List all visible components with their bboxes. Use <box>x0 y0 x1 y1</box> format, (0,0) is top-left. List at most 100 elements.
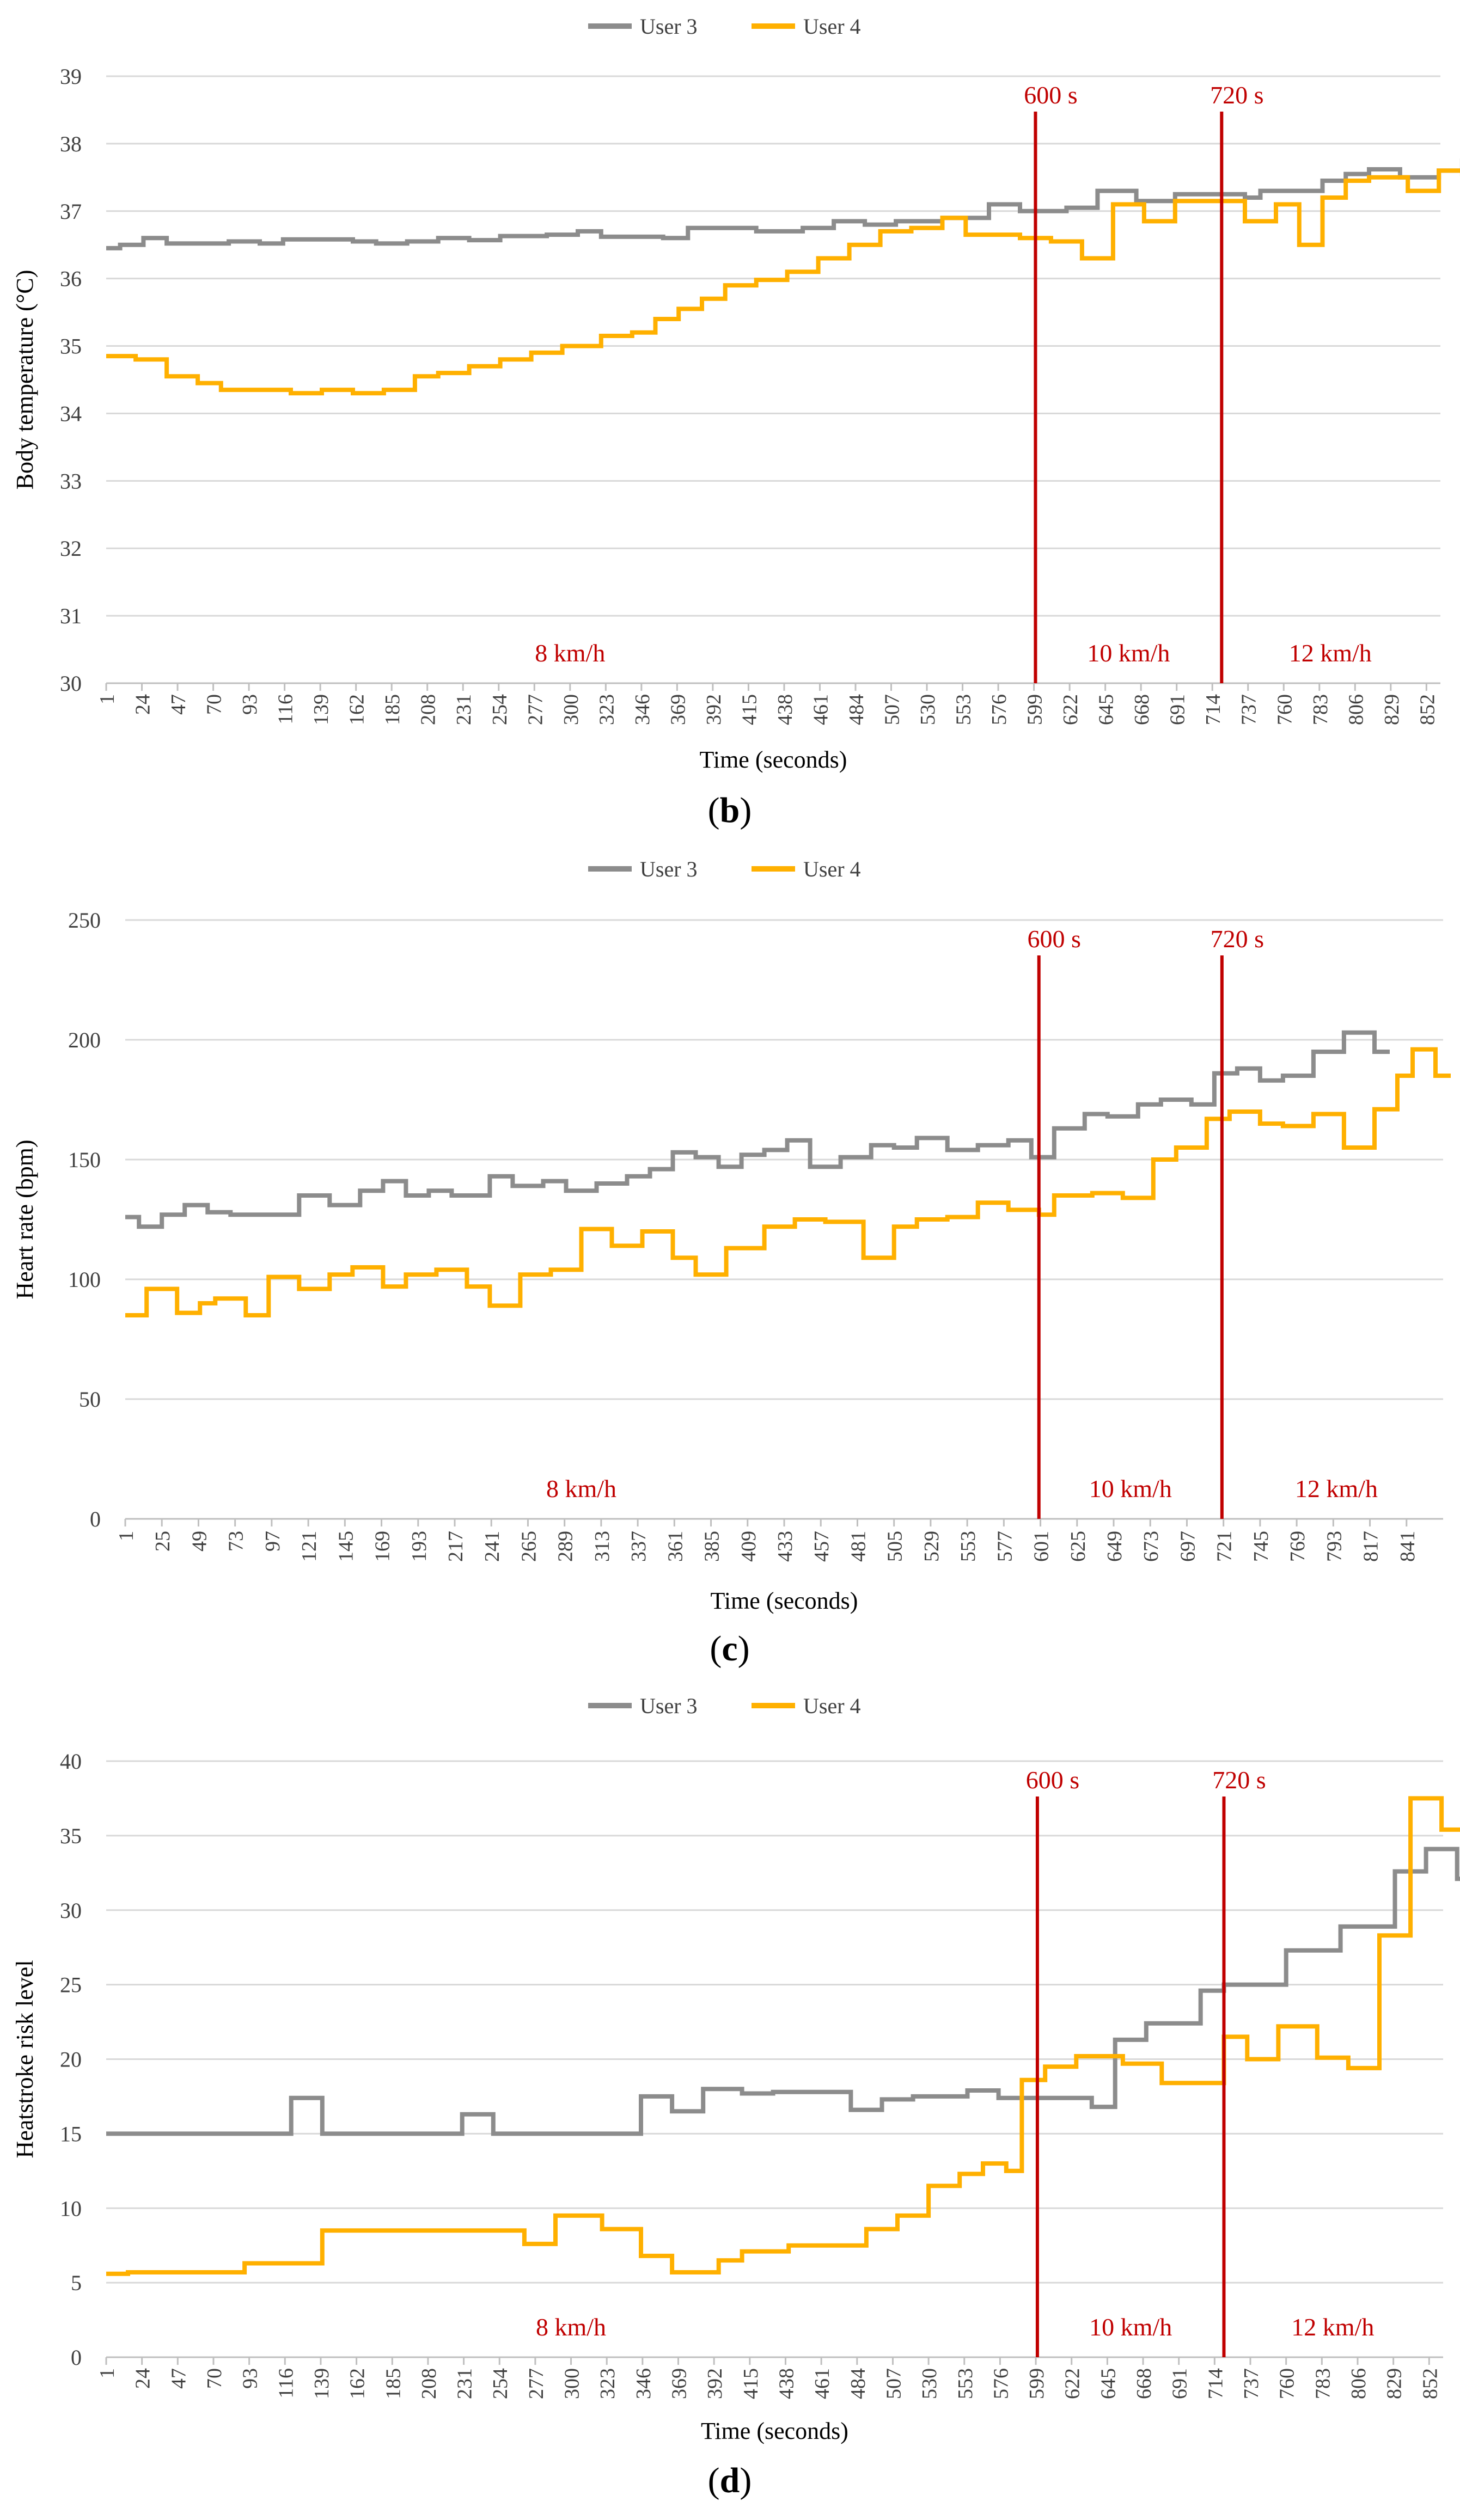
x-tick-label: 576 <box>988 694 1011 725</box>
y-tick-label: 0 <box>71 2345 82 2370</box>
x-tick-label: 721 <box>1213 1531 1236 1562</box>
x-tick-label: 697 <box>1176 1531 1199 1562</box>
y-tick-label: 250 <box>68 908 101 933</box>
phase-label: 12 km/h <box>1295 1475 1378 1503</box>
series-line-user-4 <box>106 1796 1460 2276</box>
y-tick-label: 10 <box>60 2196 82 2221</box>
y-tick-label: 37 <box>60 199 82 224</box>
x-tick-label: 49 <box>188 1531 211 1552</box>
x-tick-label: 300 <box>561 2368 584 2399</box>
y-tick-label: 30 <box>60 671 82 696</box>
x-tick-label: 599 <box>1025 2368 1048 2399</box>
x-tick-label: 265 <box>517 1531 540 1562</box>
x-tick-label: 645 <box>1097 2368 1120 2399</box>
x-tick-label: 622 <box>1059 694 1082 725</box>
x-tick-label: 70 <box>203 2368 226 2389</box>
x-tick-label: 121 <box>298 1531 321 1562</box>
x-tick-label: 323 <box>595 694 618 725</box>
x-tick-label: 484 <box>847 2368 870 2399</box>
phase-label: 12 km/h <box>1289 639 1372 667</box>
x-tick-label: 433 <box>774 1531 797 1562</box>
x-tick-label: 415 <box>738 694 761 725</box>
x-tick-label: 553 <box>954 2368 977 2399</box>
x-tick-label: 737 <box>1240 2368 1263 2399</box>
x-tick-label: 385 <box>701 1531 724 1562</box>
x-tick-label: 806 <box>1345 694 1367 725</box>
y-tick-label: 20 <box>60 2047 82 2072</box>
x-tick-label: 737 <box>1238 694 1261 725</box>
x-tick-label: 1 <box>115 1531 138 1541</box>
y-tick-label: 35 <box>60 334 82 359</box>
x-tick-label: 691 <box>1169 2368 1192 2399</box>
phase-label: 10 km/h <box>1087 639 1170 667</box>
x-tick-label: 806 <box>1347 2368 1370 2399</box>
x-tick-label: 1 <box>96 2368 119 2378</box>
y-tick-label: 32 <box>60 536 82 561</box>
x-tick-label: 116 <box>274 2368 297 2399</box>
y-tick-label: 31 <box>60 604 82 628</box>
x-tick-label: 438 <box>774 694 797 725</box>
panel-caption: (d) <box>708 2461 752 2500</box>
x-tick-label: 415 <box>740 2368 762 2399</box>
series-line-user-4 <box>106 168 1460 396</box>
x-tick-label: 346 <box>631 694 654 725</box>
caption-letter: c <box>722 1629 737 1669</box>
legend-label: User 4 <box>803 1694 861 1718</box>
x-tick-label: 783 <box>1311 2368 1334 2399</box>
caption-close: ) <box>738 1629 750 1669</box>
x-tick-label: 277 <box>524 694 547 725</box>
x-tick-label: 392 <box>704 2368 726 2399</box>
x-tick-label: 337 <box>627 1531 650 1562</box>
x-tick-label: 673 <box>1140 1531 1163 1562</box>
x-tick-label: 185 <box>382 2368 405 2399</box>
x-tick-label: 461 <box>811 2368 834 2399</box>
x-tick-label: 70 <box>203 694 226 715</box>
x-axis-title: Time (seconds) <box>711 1587 858 1614</box>
panel-caption: (b) <box>708 790 752 830</box>
x-tick-label: 829 <box>1383 2368 1406 2399</box>
y-tick-label: 40 <box>60 1749 82 1774</box>
y-tick-label: 100 <box>68 1267 101 1292</box>
x-tick-label: 116 <box>274 694 297 725</box>
x-tick-label: 162 <box>346 694 369 725</box>
phase-label: 10 km/h <box>1089 1475 1172 1503</box>
x-tick-label: 193 <box>408 1531 431 1562</box>
marker-label: 600 s <box>1028 925 1081 953</box>
x-tick-label: 1 <box>96 694 119 704</box>
x-tick-label: 254 <box>489 2368 512 2399</box>
chart-c: 0 50 100 150 200 250 1 25 49 73 97 121 145 169 193 217 2… <box>11 857 1451 1669</box>
x-tick-label: 529 <box>920 1531 943 1562</box>
x-tick-label: 24 <box>132 694 155 715</box>
x-tick-label: 601 <box>1030 1531 1053 1562</box>
legend-label: User 3 <box>640 14 698 39</box>
phase-label: 8 km/h <box>536 2313 606 2341</box>
series-line-user-3 <box>106 158 1460 250</box>
chart-d: 0 5 10 15 20 25 30 35 40 1 24 47 70 93 116 139 162 185 208… <box>11 1694 1460 2500</box>
x-tick-label: 599 <box>1024 694 1047 725</box>
x-tick-label: 553 <box>957 1531 980 1562</box>
x-tick-label: 208 <box>418 2368 441 2399</box>
x-tick-label: 162 <box>346 2368 369 2399</box>
y-tick-label: 36 <box>60 267 82 291</box>
x-tick-label: 369 <box>667 694 689 725</box>
y-tick-label: 150 <box>68 1148 101 1172</box>
x-tick-label: 714 <box>1204 2368 1227 2399</box>
x-tick-label: 507 <box>882 2368 905 2399</box>
y-tick-label: 200 <box>68 1028 101 1052</box>
y-tick-label: 0 <box>90 1507 101 1531</box>
phase-label: 8 km/h <box>535 639 605 667</box>
x-tick-label: 577 <box>993 1531 1016 1562</box>
x-tick-label: 668 <box>1131 694 1153 725</box>
caption-open: ( <box>708 790 720 830</box>
x-tick-label: 507 <box>881 694 904 725</box>
phase-label: 12 km/h <box>1291 2313 1374 2341</box>
x-tick-label: 323 <box>596 2368 619 2399</box>
x-tick-label: 622 <box>1061 2368 1084 2399</box>
x-tick-label: 505 <box>884 1531 907 1562</box>
x-tick-label: 760 <box>1273 694 1296 725</box>
chart-b: 30 31 32 33 34 35 36 37 38 39 1 24 47 70 93 116 139 162 18… <box>11 14 1460 830</box>
x-tick-label: 649 <box>1103 1531 1126 1562</box>
x-tick-label: 530 <box>918 2368 941 2399</box>
y-tick-label: 50 <box>79 1387 101 1412</box>
